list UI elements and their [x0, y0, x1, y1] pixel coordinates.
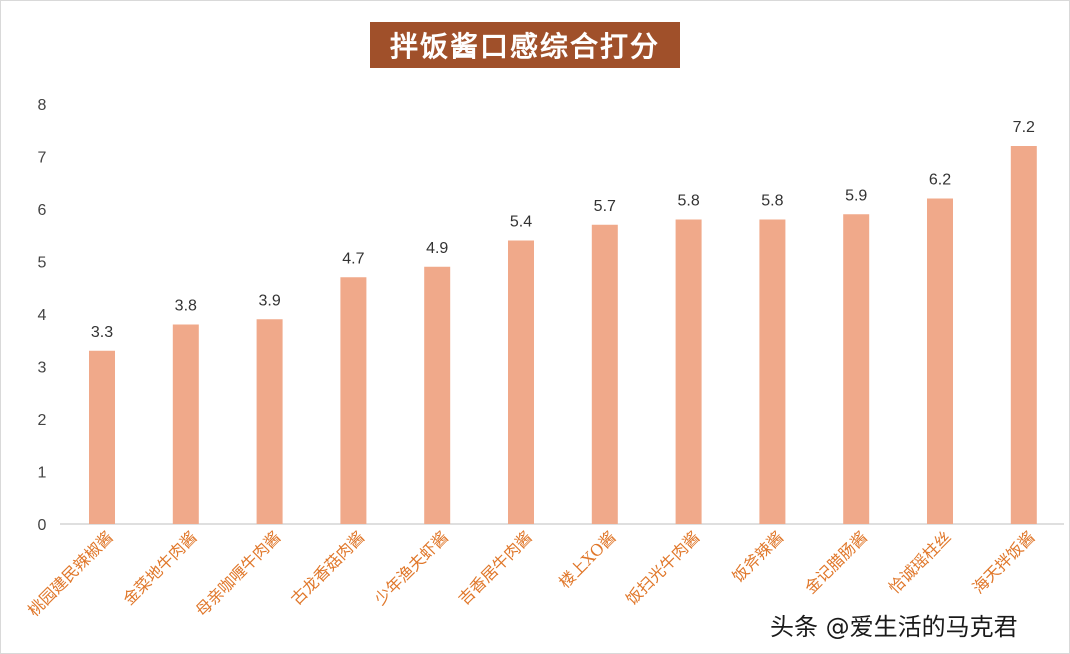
category-label: 少年渔夫虾酱 [371, 527, 452, 608]
bar-value-label: 3.9 [258, 292, 280, 309]
bar [759, 219, 786, 524]
chart-title-box: 拌饭酱口感综合打分 [370, 22, 680, 68]
bar-value-label: 5.7 [594, 198, 616, 215]
category-label: 桃园建民辣椒酱 [24, 527, 117, 620]
category-label: 饭扫光牛肉酱 [622, 527, 703, 608]
bar-value-label: 4.7 [342, 250, 364, 267]
bar [927, 198, 953, 524]
bar-value-label: 5.9 [845, 187, 867, 204]
y-tick-label: 7 [38, 150, 47, 167]
chart-title: 拌饭酱口感综合打分 [389, 30, 660, 63]
bar-value-label: 4.9 [426, 240, 448, 257]
y-tick-label: 4 [38, 307, 47, 324]
bar-value-label: 3.3 [91, 324, 113, 341]
category-label: 楼上XO酱 [555, 527, 620, 592]
bar-value-label: 5.4 [510, 214, 532, 231]
y-tick-label: 5 [38, 255, 47, 272]
bar [424, 266, 451, 524]
category-label: 饭斧辣酱 [729, 527, 788, 586]
bar-value-label: 6.2 [929, 172, 951, 189]
bars-group [89, 146, 1037, 524]
category-label: 吉香居牛肉酱 [455, 527, 536, 608]
y-tick-label: 8 [38, 97, 47, 114]
bar [591, 224, 618, 524]
bar [1010, 146, 1037, 524]
bar-value-label: 5.8 [677, 193, 699, 210]
y-tick-label: 2 [38, 412, 47, 429]
bar [340, 277, 367, 524]
category-label: 恰诚瑶柱丝 [885, 527, 955, 597]
bar [256, 319, 283, 524]
y-tick-label: 6 [38, 202, 47, 219]
category-label: 母亲咖喱牛肉酱 [192, 527, 285, 620]
bar-value-label: 7.2 [1013, 119, 1035, 136]
bar [675, 219, 702, 524]
y-tick-label: 1 [38, 465, 47, 482]
y-axis-ticks: 0 1 2 3 4 5 6 7 8 [38, 97, 47, 534]
bar [843, 214, 870, 524]
category-label: 金菜地牛肉酱 [119, 527, 200, 608]
bar-value-label: 5.8 [761, 193, 783, 210]
category-label: 古龙香菇肉酱 [287, 527, 368, 608]
watermark-text: 头条 @爱生活的马克君 [770, 612, 1018, 641]
y-tick-label: 0 [38, 517, 47, 534]
bar [172, 324, 199, 524]
bar-value-label: 3.8 [175, 298, 197, 315]
bar [508, 240, 534, 524]
y-tick-label: 3 [38, 360, 47, 377]
category-label: 金记腊肠酱 [801, 527, 871, 597]
bar [89, 350, 115, 524]
value-labels-group: 3.3 3.8 3.9 4.7 4.9 5.4 5.7 5.8 5.8 5.9 6.2 7.2 [91, 119, 1035, 341]
category-label: 海天拌饭酱 [969, 527, 1039, 597]
